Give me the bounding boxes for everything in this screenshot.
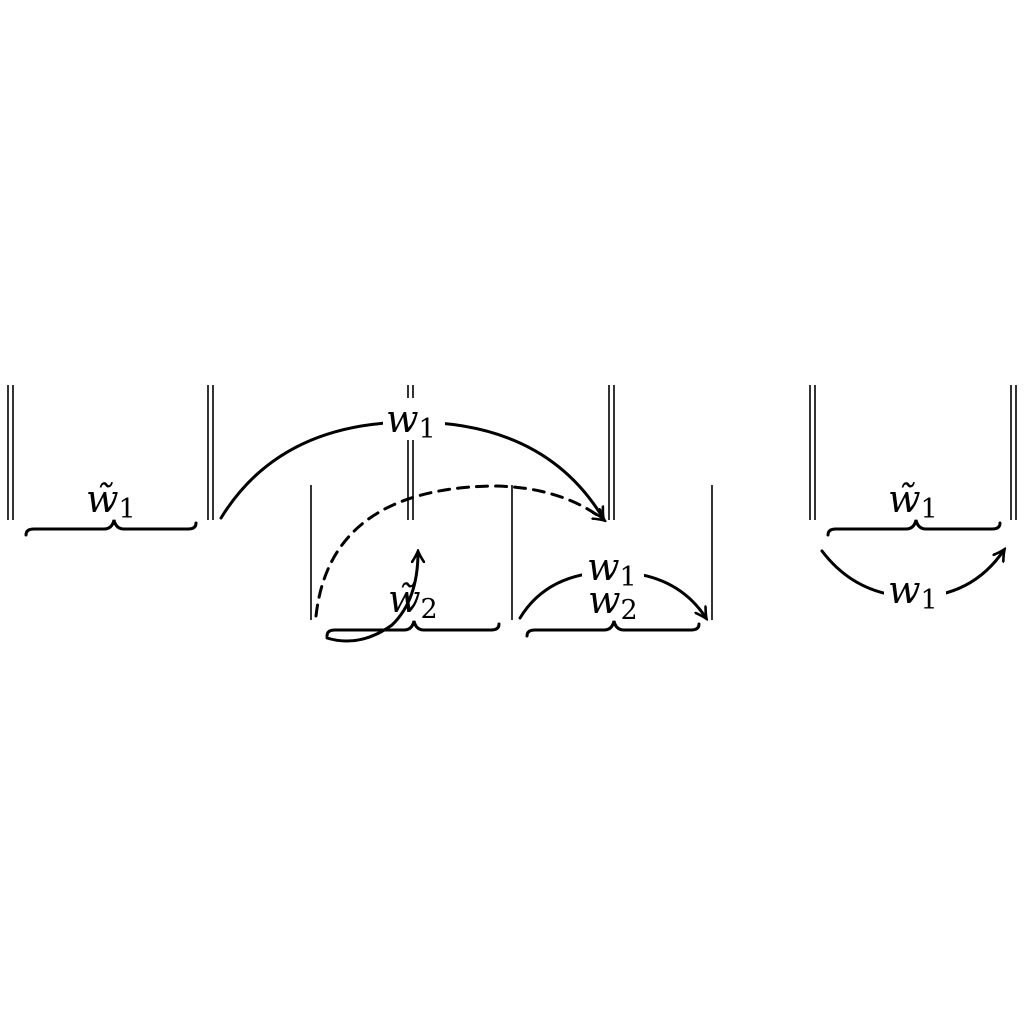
double-bar-6 [1011,385,1016,520]
double-bar-4 [609,385,614,520]
arrow-dashed [316,486,604,616]
double-bar-1 [8,385,13,520]
double-bar-2 [208,385,213,520]
label-w2-tilde: w̃2 [388,577,438,625]
double-bar-5 [810,385,815,520]
lower-single-bars [311,485,712,620]
brace-lower-right [527,621,699,636]
brace-left [26,520,196,535]
brace-lower-left [327,621,499,636]
brace-right [828,520,1000,535]
label-w1-tilde-left: w̃1 [86,477,136,525]
label-w1-tilde-right: w̃1 [888,477,938,525]
